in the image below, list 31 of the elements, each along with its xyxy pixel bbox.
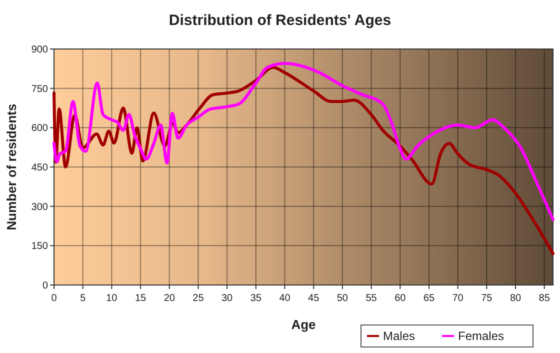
- x-tick-label: 30: [222, 293, 234, 304]
- y-tick-label: 150: [31, 241, 48, 252]
- x-tick-label: 75: [481, 293, 493, 304]
- y-axis-title: Number of residents: [4, 104, 19, 230]
- y-tick-label: 300: [31, 202, 48, 213]
- x-tick-label: 20: [164, 293, 176, 304]
- line-series: [52, 62, 554, 221]
- x-tick-label: 0: [51, 293, 58, 304]
- y-tick-label: 750: [31, 84, 48, 95]
- legend-label: Females: [458, 329, 504, 344]
- y-tick-label: 450: [31, 162, 48, 174]
- x-tick-label: 85: [538, 293, 550, 304]
- x-tick-label: 60: [394, 293, 406, 304]
- y-tick-label: 900: [31, 44, 48, 56]
- chart-title: Distribution of Residents' Ages: [168, 12, 392, 29]
- x-tick-label: 80: [510, 293, 522, 304]
- x-tick-label: 40: [279, 293, 291, 304]
- y-tick-label: 600: [31, 123, 48, 134]
- x-tick-label: 50: [336, 293, 348, 304]
- x-tick-label: 25: [192, 293, 204, 304]
- x-tick-label: 15: [134, 293, 147, 304]
- x-tick-label: 55: [366, 293, 378, 304]
- legend-label: Males: [383, 329, 416, 344]
- x-tick-label: 70: [452, 293, 464, 304]
- x-tick-label: 35: [250, 293, 262, 304]
- x-tick-label: 10: [106, 293, 118, 304]
- x-tick-label: 5: [80, 293, 86, 304]
- x-tick-label: 65: [423, 293, 435, 304]
- x-tick-label: 45: [308, 293, 320, 304]
- y-tick-label: 0: [42, 280, 48, 292]
- x-axis-title: Age: [291, 317, 316, 332]
